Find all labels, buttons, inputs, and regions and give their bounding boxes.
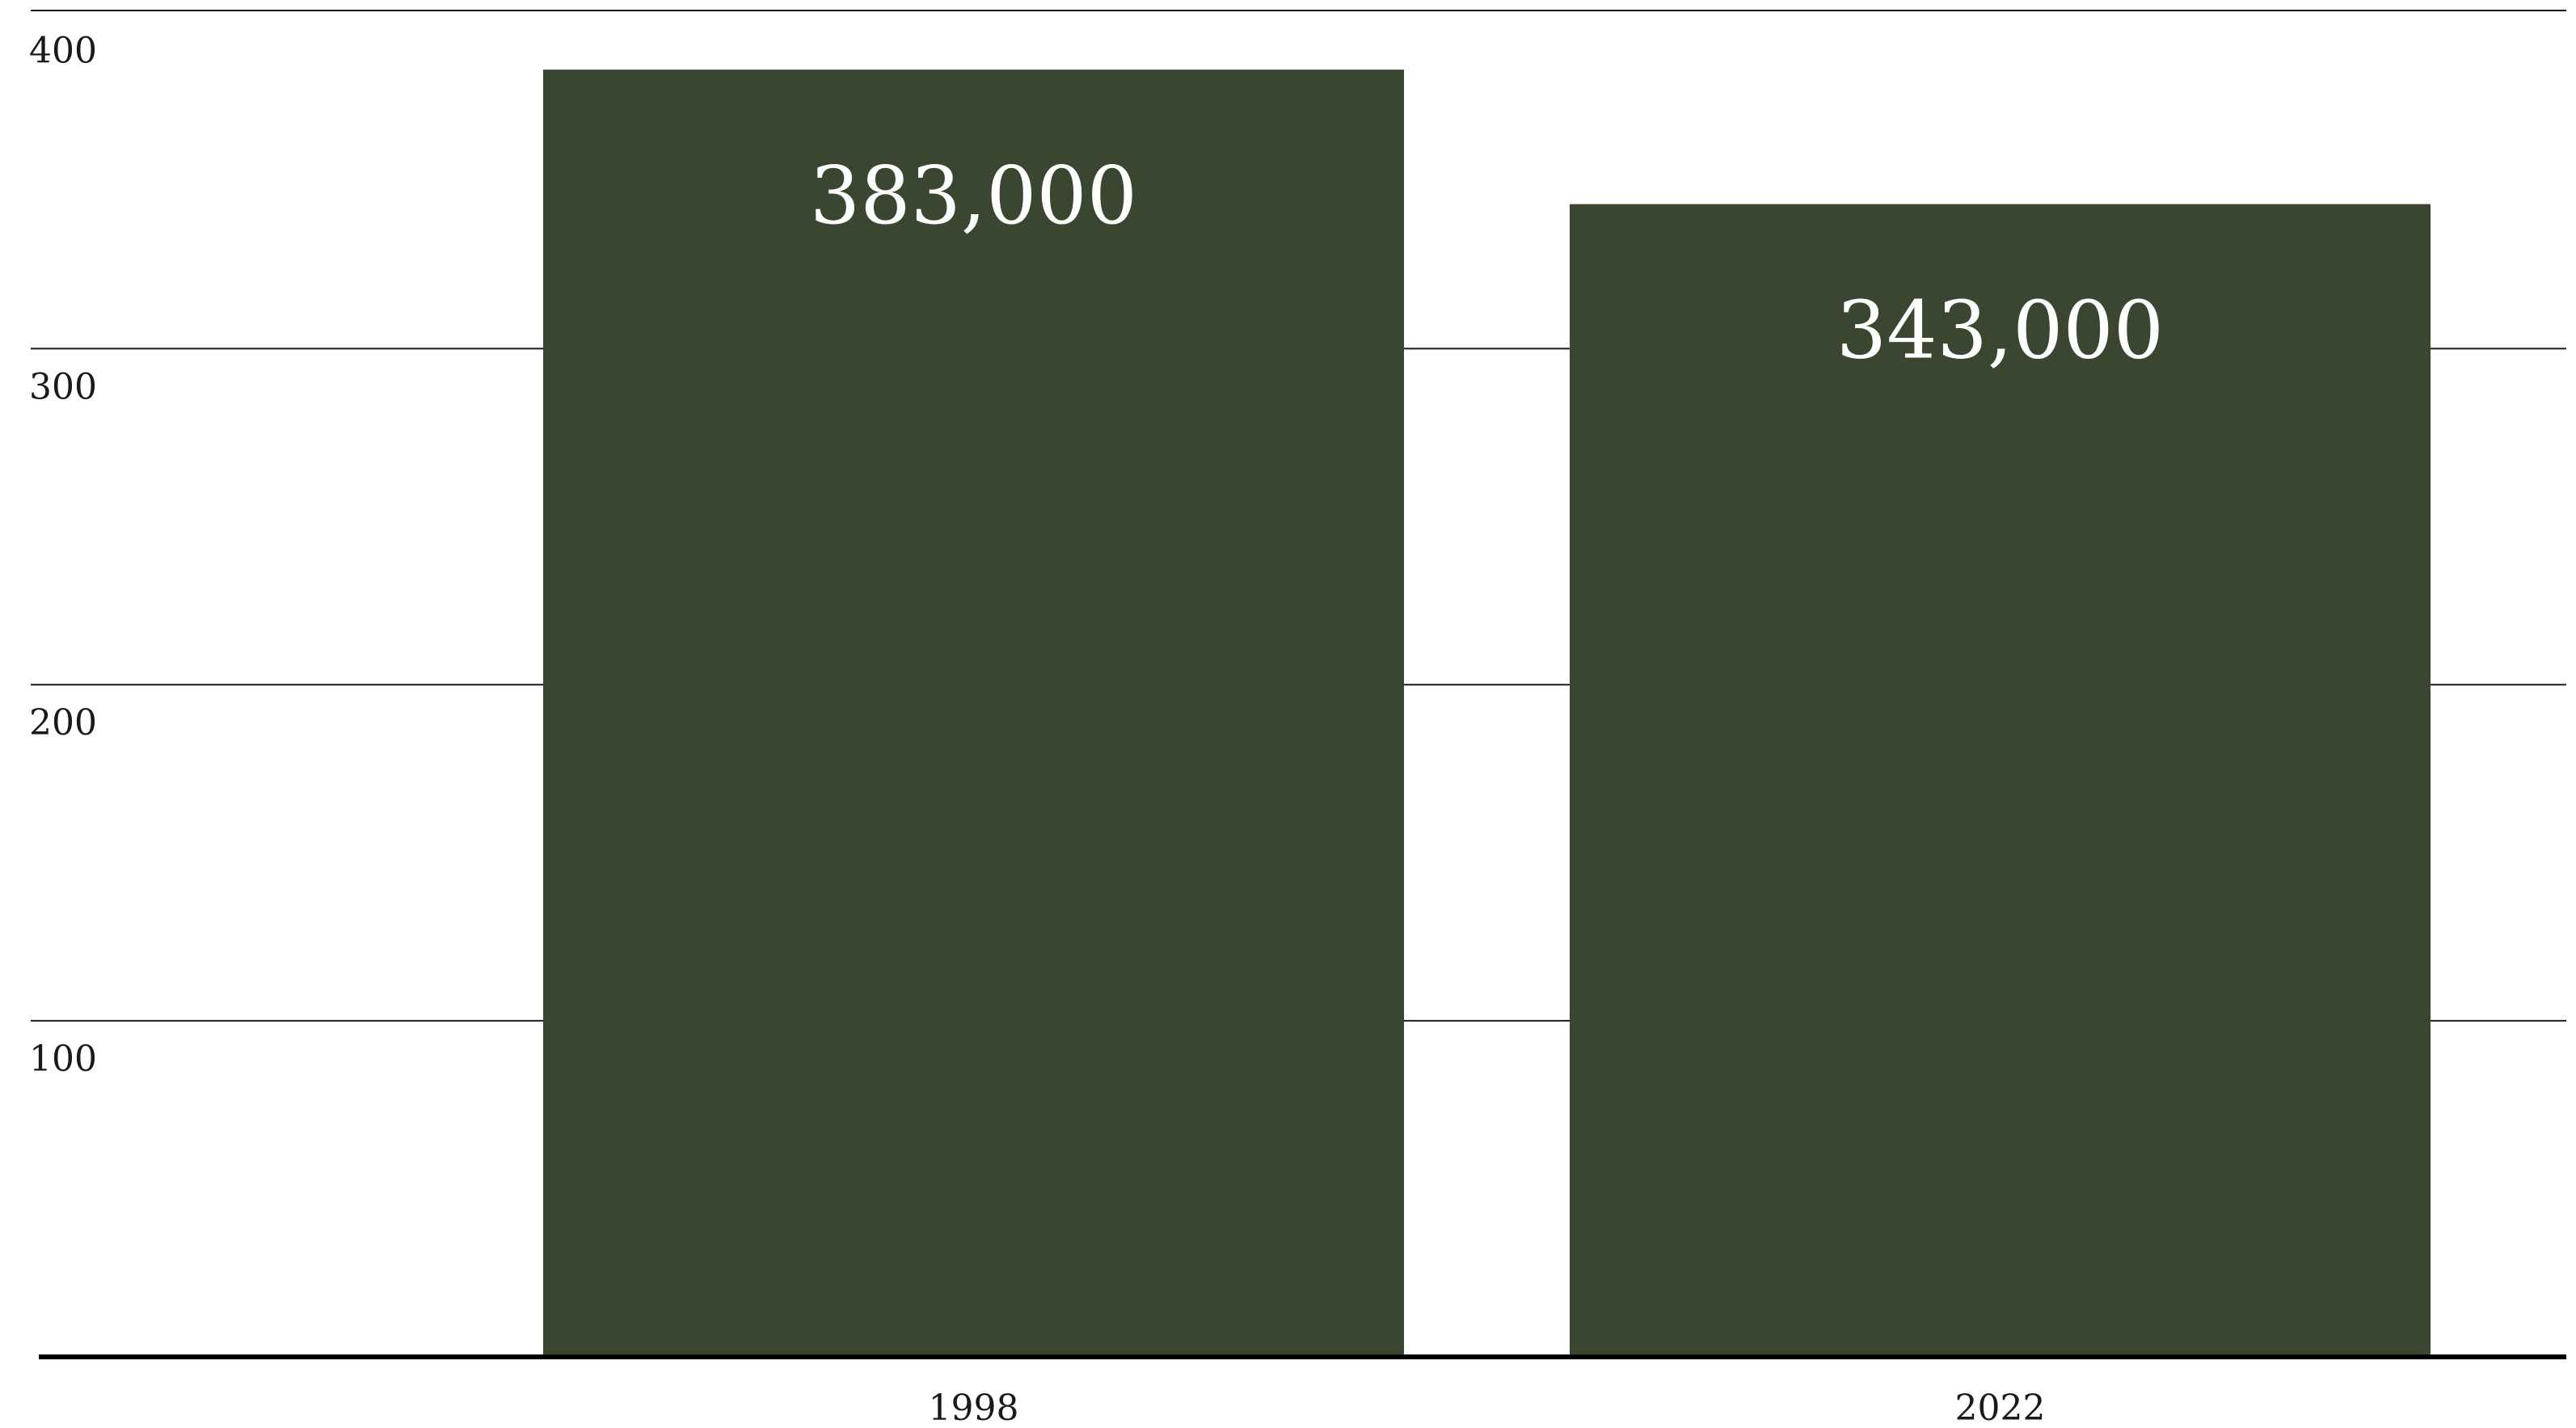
y-axis-tick-labels: 100 200 300 400	[29, 30, 97, 1080]
data-label-1998: 383,000	[810, 150, 1137, 242]
data-label-2022: 343,000	[1836, 285, 2164, 377]
bar-data-labels: 383,000 343,000	[810, 150, 2164, 377]
y-tick-label-200: 200	[29, 702, 97, 743]
bars	[543, 70, 2431, 1358]
x-tick-label-1998: 1998	[929, 1388, 1019, 1428]
x-axis-category-labels: 1998 2022	[929, 1388, 2046, 1428]
bar-2022	[1570, 204, 2431, 1358]
x-tick-label-2022: 2022	[1955, 1388, 2046, 1428]
y-tick-label-400: 400	[29, 30, 97, 71]
y-tick-label-100: 100	[29, 1038, 97, 1080]
y-tick-label-300: 300	[29, 366, 97, 407]
bar-1998	[543, 70, 1404, 1358]
